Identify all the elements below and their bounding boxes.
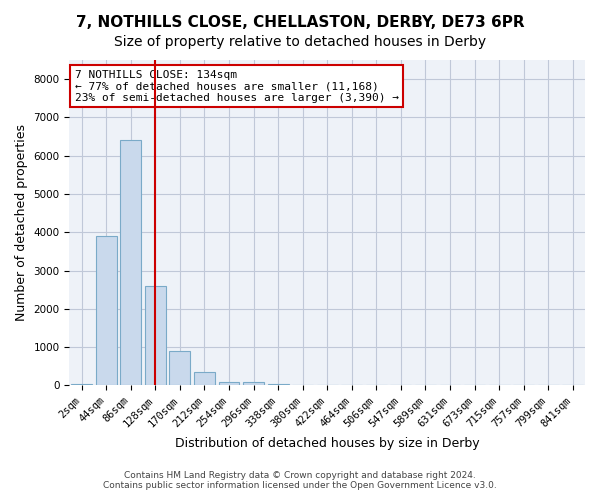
Text: 7, NOTHILLS CLOSE, CHELLASTON, DERBY, DE73 6PR: 7, NOTHILLS CLOSE, CHELLASTON, DERBY, DE…: [76, 15, 524, 30]
Bar: [169, 351, 190, 386]
Bar: [194, 372, 215, 386]
Text: Contains HM Land Registry data © Crown copyright and database right 2024.
Contai: Contains HM Land Registry data © Crown c…: [103, 470, 497, 490]
Bar: [96, 236, 116, 386]
Text: Size of property relative to detached houses in Derby: Size of property relative to detached ho…: [114, 35, 486, 49]
Bar: [243, 382, 264, 386]
Bar: [145, 286, 166, 386]
Bar: [71, 384, 92, 386]
Bar: [121, 140, 141, 386]
Bar: [268, 384, 289, 386]
Y-axis label: Number of detached properties: Number of detached properties: [15, 124, 28, 321]
X-axis label: Distribution of detached houses by size in Derby: Distribution of detached houses by size …: [175, 437, 479, 450]
Text: 7 NOTHILLS CLOSE: 134sqm
← 77% of detached houses are smaller (11,168)
23% of se: 7 NOTHILLS CLOSE: 134sqm ← 77% of detach…: [74, 70, 398, 103]
Bar: [218, 382, 239, 386]
